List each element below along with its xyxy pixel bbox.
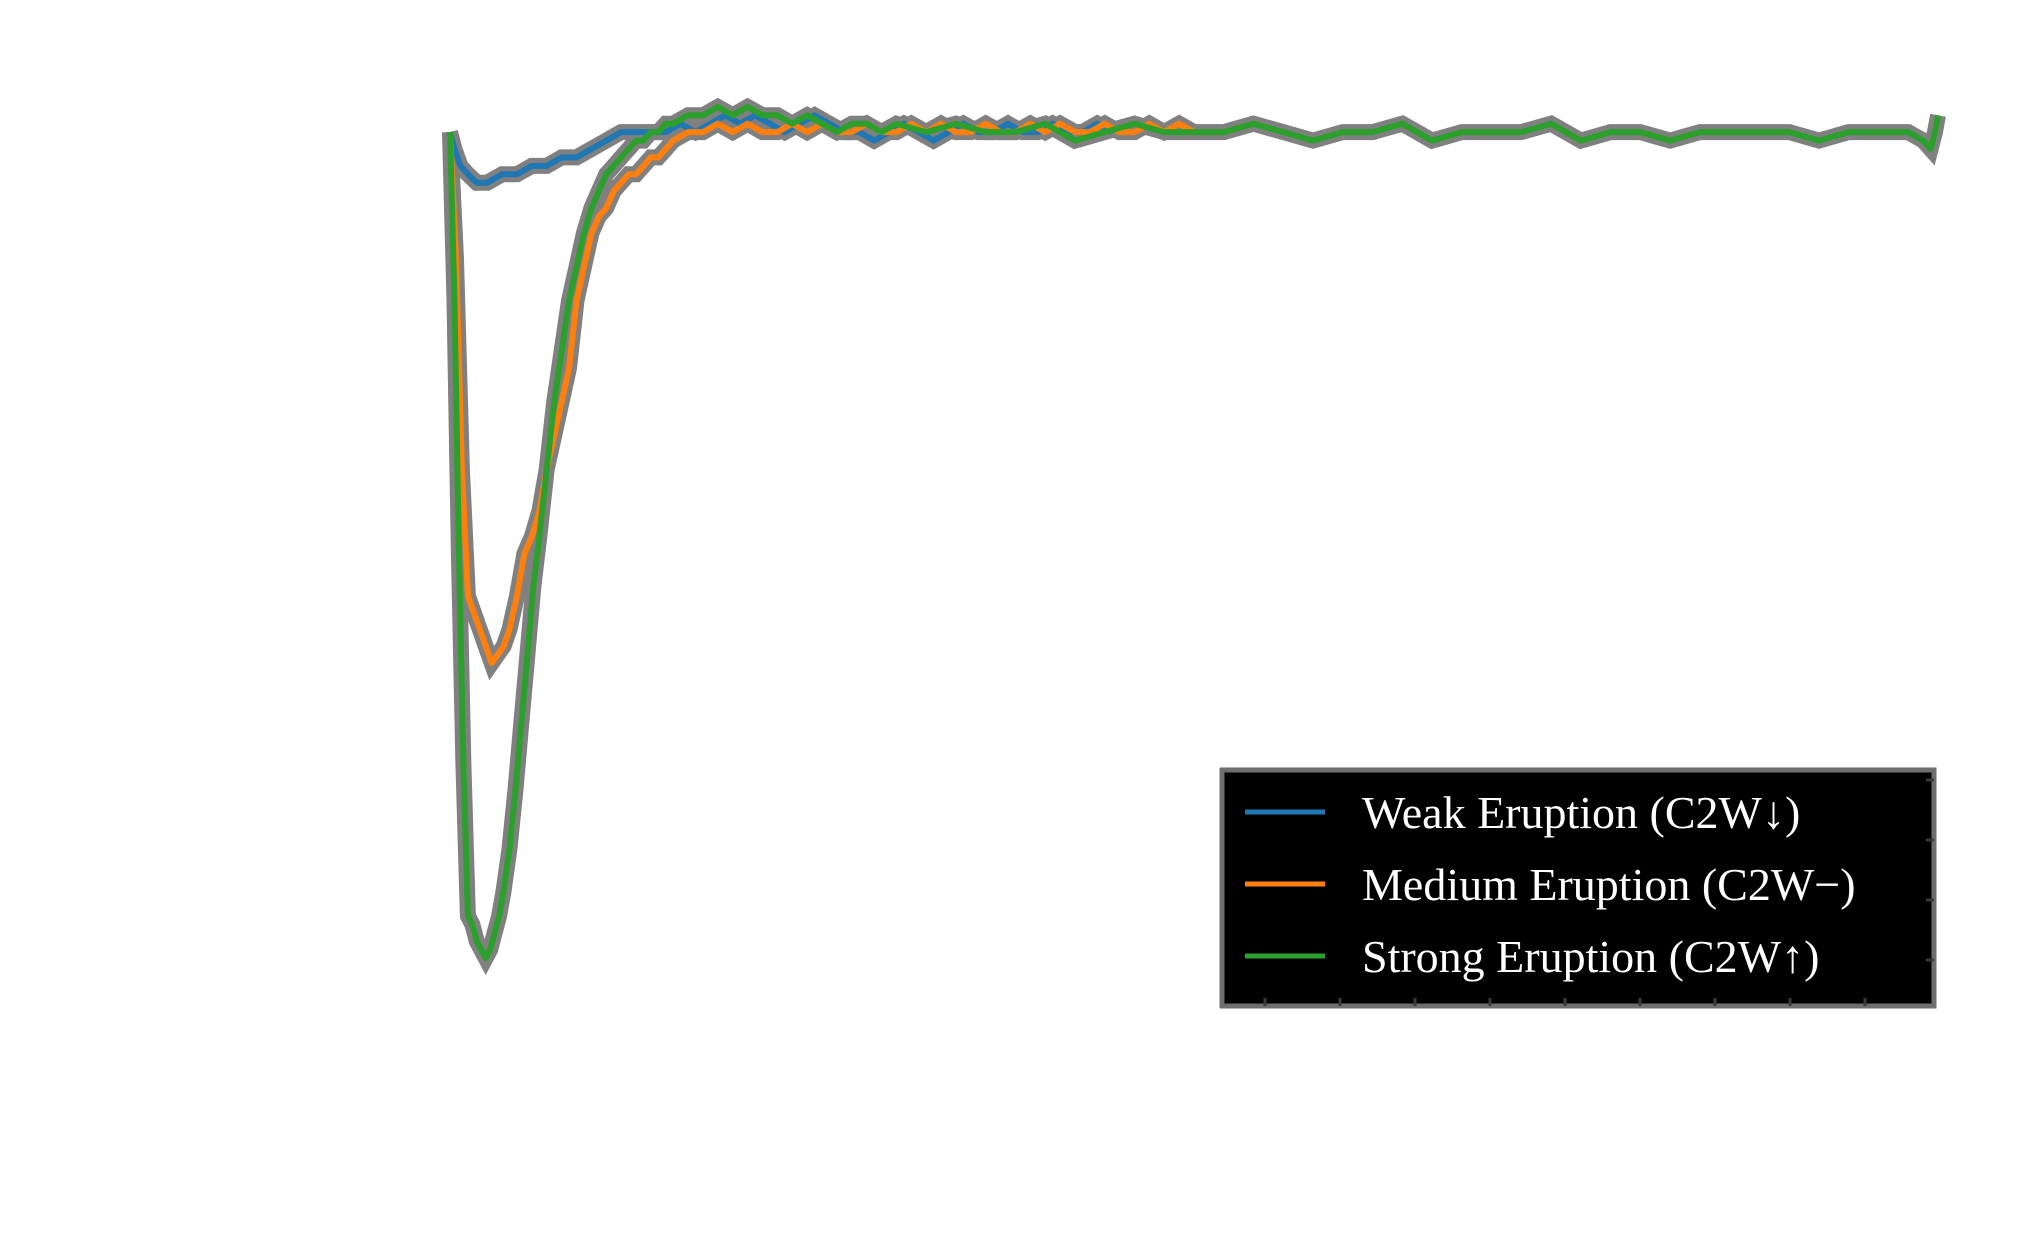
legend-entry-strong: Strong Eruption (C2W↑) xyxy=(1245,931,1819,982)
series-layer xyxy=(442,97,1946,976)
legend-box xyxy=(1219,767,1937,1009)
legend-entry-medium: Medium Eruption (C2W−) xyxy=(1245,859,1856,910)
legend-entry-weak: Weak Eruption (C2W↓) xyxy=(1245,787,1800,838)
series-line-strong xyxy=(447,103,1941,962)
legend-tick-marks xyxy=(1263,778,1934,1006)
legend: Weak Eruption (C2W↓) Medium Eruption (C2… xyxy=(1219,767,1937,1009)
series-line-medium xyxy=(447,120,1196,667)
legend-label-medium: Medium Eruption (C2W−) xyxy=(1362,859,1856,910)
legend-label-strong: Strong Eruption (C2W↑) xyxy=(1362,931,1819,982)
legend-label-weak: Weak Eruption (C2W↓) xyxy=(1362,787,1800,838)
